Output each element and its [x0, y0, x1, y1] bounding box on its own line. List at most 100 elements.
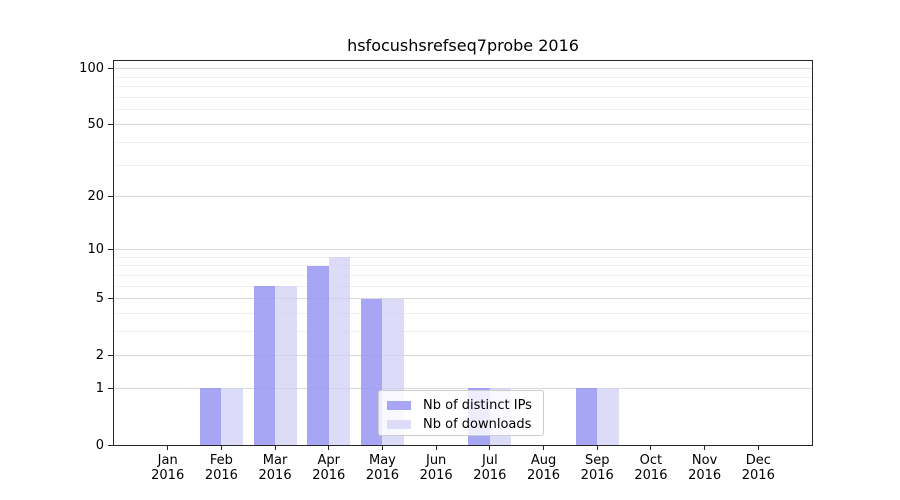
x-tick-month: May: [369, 453, 396, 468]
minor-gridline: [114, 331, 812, 333]
y-tick: [108, 354, 113, 356]
y-tick: [108, 387, 113, 389]
minor-gridline: [114, 265, 812, 267]
x-tick-month: Oct: [639, 453, 663, 468]
x-tick-month: Apr: [317, 453, 341, 468]
x-tick-month: Dec: [745, 453, 771, 468]
x-tick-year: 2016: [741, 468, 775, 483]
chart-title: hsfocushsrefseq7probe 2016: [347, 36, 579, 55]
x-tick-label-sep: Sep 2016: [565, 453, 629, 483]
bar-sep-distinct-ips: [575, 388, 598, 445]
x-tick: [650, 445, 652, 450]
y-tick-label: 0: [95, 437, 104, 453]
legend-item-downloads: Nb of downloads: [387, 415, 535, 434]
x-tick-label-feb: Feb 2016: [189, 453, 253, 483]
major-gridline: [114, 354, 812, 356]
x-tick-label-aug: Aug 2016: [512, 453, 576, 483]
legend-label: Nb of downloads: [423, 417, 532, 432]
y-tick: [108, 248, 113, 250]
x-tick-label-apr: Apr 2016: [297, 453, 361, 483]
x-tick-year: 2016: [526, 468, 561, 483]
y-tick: [108, 196, 113, 198]
x-tick-label-jul: Jul 2016: [458, 453, 522, 483]
x-tick-month: Jul: [482, 453, 498, 468]
x-tick-year: 2016: [365, 468, 399, 483]
x-tick-month: Nov: [691, 453, 718, 468]
x-tick-label-jun: Jun 2016: [404, 453, 468, 483]
bar-feb-distinct-ips: [199, 388, 222, 445]
x-tick-month: Jan: [157, 453, 178, 468]
bar-feb-downloads: [221, 388, 243, 445]
x-tick-year: 2016: [151, 468, 185, 483]
bar-sep-downloads: [597, 388, 619, 445]
legend-label: Nb of distinct IPs: [423, 398, 532, 413]
x-tick-month: Sep: [584, 453, 610, 468]
legend-swatch-distinct-ips: [387, 401, 411, 410]
minor-gridline: [114, 164, 812, 166]
minor-gridline: [114, 96, 812, 98]
x-tick: [274, 445, 276, 450]
x-tick-year: 2016: [634, 468, 668, 483]
x-tick-label-oct: Oct 2016: [619, 453, 683, 483]
minor-gridline: [114, 274, 812, 276]
y-tick-label: 10: [87, 241, 104, 257]
y-tick-label: 50: [87, 116, 104, 132]
y-tick: [108, 444, 113, 446]
y-tick-label: 2: [95, 347, 104, 363]
major-gridline: [114, 298, 812, 300]
x-tick-year: 2016: [204, 468, 238, 483]
minor-gridline: [114, 109, 812, 111]
x-tick-year: 2016: [258, 468, 292, 483]
x-tick-month: Mar: [262, 453, 288, 468]
x-tick-label-mar: Mar 2016: [243, 453, 307, 483]
x-tick-month: Aug: [530, 453, 557, 468]
legend-item-distinct-ips: Nb of distinct IPs: [387, 396, 535, 415]
x-tick-label-may: May 2016: [350, 453, 414, 483]
x-tick-year: 2016: [419, 468, 453, 483]
major-gridline: [114, 248, 812, 250]
x-tick-year: 2016: [580, 468, 614, 483]
x-tick-label-nov: Nov 2016: [673, 453, 737, 483]
x-tick: [220, 445, 222, 450]
plot-area: 0 1 2 5 10 20 50 100 Jan 2016 Feb 2016 Mar 2016 Apr 201…: [79, 60, 813, 483]
chart-legend: Nb of distinct IPs Nb of downloads: [378, 390, 544, 436]
y-tick: [108, 298, 113, 300]
x-tick: [704, 445, 706, 450]
major-gridline: [114, 68, 812, 70]
x-tick: [167, 445, 169, 450]
x-tick: [328, 445, 330, 450]
bar-may-distinct-ips: [360, 298, 383, 445]
bar-apr-distinct-ips: [307, 265, 329, 445]
y-tick: [108, 123, 113, 125]
major-gridline: [114, 196, 812, 198]
x-tick-label-dec: Dec 2016: [726, 453, 790, 483]
x-tick-label-jan: Jan 2016: [136, 453, 200, 483]
y-tick: [108, 68, 113, 70]
major-gridline: [114, 387, 812, 389]
minor-gridline: [114, 86, 812, 88]
x-tick-month: Jun: [425, 453, 447, 468]
minor-gridline: [114, 76, 812, 78]
bar-apr-downloads: [328, 257, 351, 445]
x-tick: [435, 445, 437, 450]
y-tick-label: 100: [79, 61, 104, 77]
x-tick: [381, 445, 383, 450]
bar-mar-downloads: [275, 286, 297, 445]
y-tick-label: 1: [95, 380, 104, 396]
x-tick-year: 2016: [688, 468, 722, 483]
x-tick-month: Feb: [209, 453, 233, 468]
bar-mar-distinct-ips: [253, 286, 276, 445]
x-tick: [596, 445, 598, 450]
x-tick: [757, 445, 759, 450]
y-tick-label: 5: [95, 291, 104, 307]
minor-gridline: [114, 141, 812, 143]
major-gridline: [114, 123, 812, 125]
x-tick-year: 2016: [473, 468, 507, 483]
minor-gridline: [114, 285, 812, 287]
y-tick-label: 20: [87, 189, 104, 205]
x-tick: [489, 445, 491, 450]
minor-gridline: [114, 256, 812, 258]
x-tick-year: 2016: [312, 468, 346, 483]
minor-gridline: [114, 313, 812, 315]
